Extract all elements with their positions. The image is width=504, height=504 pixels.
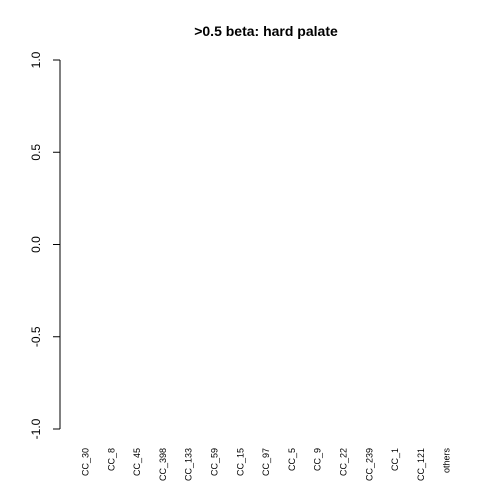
x-tick-label: CC_133	[184, 448, 194, 481]
x-axis-labels: CC_30 CC_8 CC_45 CC_398 CC_133 CC_59 CC_15 CC_9…	[81, 448, 452, 482]
x-tick-label: others	[442, 448, 452, 474]
x-tick-label: CC_398	[158, 448, 168, 481]
x-tick-label: CC_1	[390, 448, 400, 471]
x-tick-label: CC_59	[210, 448, 220, 476]
y-tick-label: 0.5	[29, 144, 43, 161]
x-tick-label: CC_22	[339, 448, 349, 476]
x-tick-label: CC_121	[416, 448, 426, 481]
y-axis: -1.0 -0.5 0.0 0.5 1.0	[29, 51, 61, 439]
x-tick-label: CC_15	[235, 448, 245, 476]
x-tick-label: CC_97	[261, 448, 271, 476]
y-tick-label: -1.0	[29, 418, 43, 439]
y-tick-label: -0.5	[29, 326, 43, 347]
x-tick-label: CC_30	[81, 448, 91, 476]
x-tick-label: CC_5	[287, 448, 297, 471]
x-tick-label: CC_45	[132, 448, 142, 476]
x-tick-label: CC_239	[364, 448, 374, 481]
x-tick-label: CC_9	[313, 448, 323, 471]
y-tick-label: 1.0	[29, 51, 43, 68]
chart-title: >0.5 beta: hard palate	[194, 23, 338, 39]
y-tick-label: 0.0	[29, 236, 43, 253]
x-tick-label: CC_8	[106, 448, 116, 471]
